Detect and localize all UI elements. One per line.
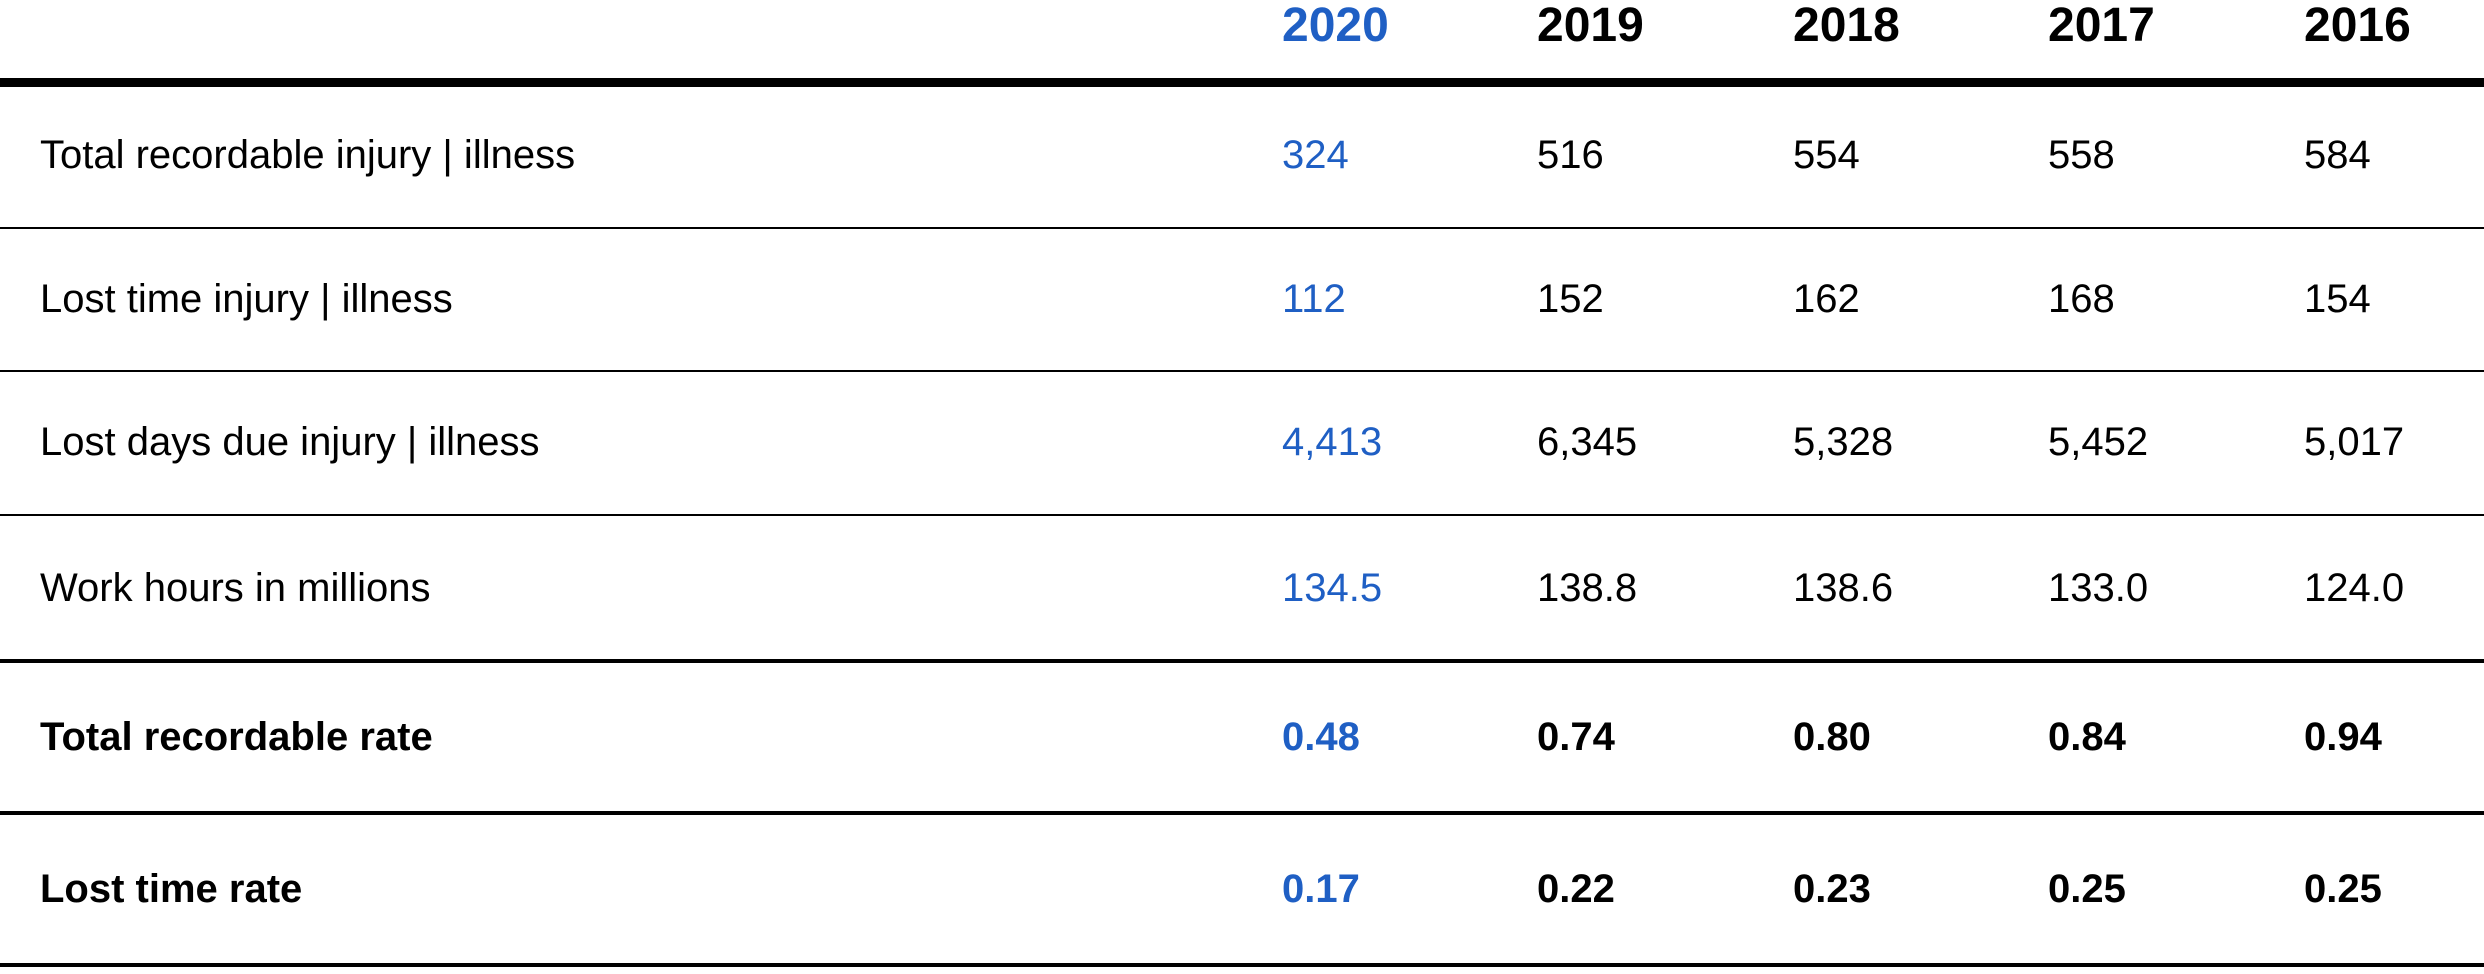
value-2016: 154 <box>2304 277 2371 321</box>
value-2017: 168 <box>2048 277 2115 321</box>
value-2020: 112 <box>1282 277 1346 321</box>
year-header-2020: 2020 <box>1282 0 1389 52</box>
value-2017: 0.25 <box>2048 867 2126 911</box>
value-2016: 584 <box>2304 133 2371 177</box>
value-2016: 0.94 <box>2304 715 2382 759</box>
value-2017: 0.84 <box>2048 715 2126 759</box>
table-row-total-recordable-injury: Total recordable injury | illness 324 51… <box>0 87 2484 229</box>
value-2019: 0.74 <box>1537 715 1615 759</box>
value-2018: 0.23 <box>1793 867 1871 911</box>
value-2018: 0.80 <box>1793 715 1871 759</box>
value-2020: 0.17 <box>1282 867 1360 911</box>
year-header-2019: 2019 <box>1537 0 1644 52</box>
row-label: Lost time rate <box>40 867 303 911</box>
table-row-lost-time-rate: Lost time rate 0.17 0.22 0.23 0.25 0.25 <box>0 815 2484 967</box>
value-2019: 516 <box>1537 133 1604 177</box>
value-2019: 6,345 <box>1537 420 1638 464</box>
year-header-2016: 2016 <box>2304 0 2411 52</box>
value-2019: 0.22 <box>1537 867 1615 911</box>
row-label: Lost time injury | illness <box>40 277 453 321</box>
table-row-work-hours: Work hours in millions 134.5 138.8 138.6… <box>0 516 2484 663</box>
value-2017: 558 <box>2048 133 2115 177</box>
value-2018: 554 <box>1793 133 1860 177</box>
value-2016: 0.25 <box>2304 867 2382 911</box>
value-2018: 138.6 <box>1793 566 1894 610</box>
year-header-2018: 2018 <box>1793 0 1900 52</box>
value-2020: 0.48 <box>1282 715 1360 759</box>
table-row-total-recordable-rate: Total recordable rate 0.48 0.74 0.80 0.8… <box>0 663 2484 815</box>
value-2018: 162 <box>1793 277 1860 321</box>
row-label: Total recordable injury | illness <box>40 133 576 177</box>
value-2016: 124.0 <box>2304 566 2405 610</box>
row-label: Lost days due injury | illness <box>40 420 540 464</box>
table-header-row: 2020 2019 2018 2017 2016 <box>0 0 2484 87</box>
table-row-lost-days: Lost days due injury | illness 4,413 6,3… <box>0 372 2484 516</box>
value-2018: 5,328 <box>1793 420 1894 464</box>
row-label: Work hours in millions <box>40 566 431 610</box>
row-label: Total recordable rate <box>40 715 433 759</box>
value-2020: 4,413 <box>1282 420 1383 464</box>
value-2019: 152 <box>1537 277 1604 321</box>
value-2017: 133.0 <box>2048 566 2149 610</box>
year-header-2017: 2017 <box>2048 0 2155 52</box>
value-2020: 324 <box>1282 133 1349 177</box>
value-2017: 5,452 <box>2048 420 2149 464</box>
table-row-lost-time-injury: Lost time injury | illness 112 152 162 1… <box>0 229 2484 372</box>
value-2020: 134.5 <box>1282 566 1383 610</box>
value-2016: 5,017 <box>2304 420 2405 464</box>
value-2019: 138.8 <box>1537 566 1638 610</box>
